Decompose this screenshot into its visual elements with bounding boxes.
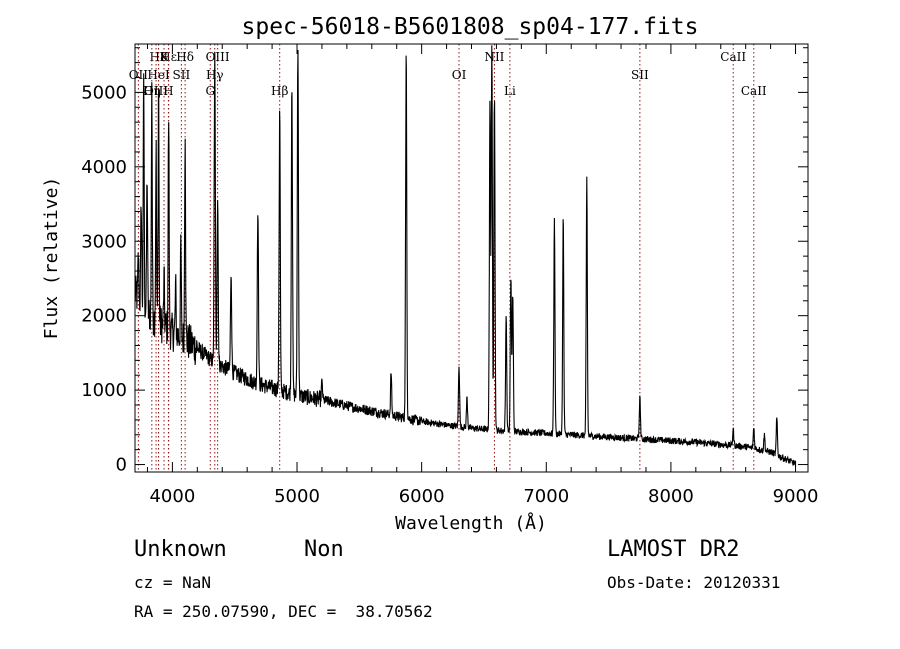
x-tick-label: 7000 — [523, 486, 569, 507]
chart-title: spec-56018-B5601808_sp04-177.fits — [242, 14, 699, 40]
line-marker-label: SII — [173, 68, 191, 82]
x-tick-label: 6000 — [399, 486, 445, 507]
line-marker-label: HeI — [147, 68, 170, 82]
x-tick-label: 8000 — [648, 486, 694, 507]
line-marker-label: OI — [452, 68, 467, 82]
line-marker-label: G — [205, 84, 215, 98]
line-marker-label: CaII — [741, 84, 767, 98]
ra-dec-coordinates: RA = 250.07590, DEC = 38.70562 — [134, 602, 433, 621]
line-marker-label: Hδ — [176, 50, 194, 64]
line-marker-label: CaII — [720, 50, 746, 64]
y-axis-label: Flux (relative) — [41, 177, 62, 340]
object-subclass: Non — [304, 537, 344, 562]
line-marker-label: Li — [504, 84, 516, 98]
line-marker-label: H — [163, 84, 173, 98]
line-marker-label: OII — [129, 68, 149, 82]
observation-date: Obs-Date: 20120331 — [607, 573, 781, 592]
y-tick-label: 4000 — [81, 157, 127, 178]
spectrum-line — [134, 45, 797, 467]
y-tick-label: 2000 — [81, 306, 127, 327]
line-marker-label: K — [160, 50, 170, 64]
y-tick-label: 5000 — [81, 82, 127, 103]
x-tick-label: 5000 — [274, 486, 320, 507]
y-axis: 0 1000 2000 3000 4000 5000 — [81, 47, 808, 476]
spectrum-series — [134, 45, 797, 467]
line-marker-label: OIII — [144, 84, 168, 98]
x-axis: 4000 5000 6000 7000 8000 9000 — [146, 44, 819, 507]
line-marker-label: OIII — [206, 50, 230, 64]
line-marker-label: SII — [631, 68, 649, 82]
y-tick-label: 0 — [116, 455, 127, 476]
line-marker-label: Hβ — [271, 84, 288, 98]
survey-name: LAMOST DR2 — [607, 537, 740, 562]
x-tick-label: 9000 — [773, 486, 819, 507]
redshift-cz: cz = NaN — [134, 573, 212, 592]
x-axis-label: Wavelength (Å) — [395, 512, 547, 534]
object-class: Unknown — [134, 537, 227, 562]
line-marker-label: NII — [484, 50, 504, 64]
y-tick-label: 3000 — [81, 231, 127, 252]
plot-frame — [134, 43, 809, 473]
y-tick-label: 1000 — [81, 380, 127, 401]
x-tick-label: 4000 — [149, 486, 195, 507]
